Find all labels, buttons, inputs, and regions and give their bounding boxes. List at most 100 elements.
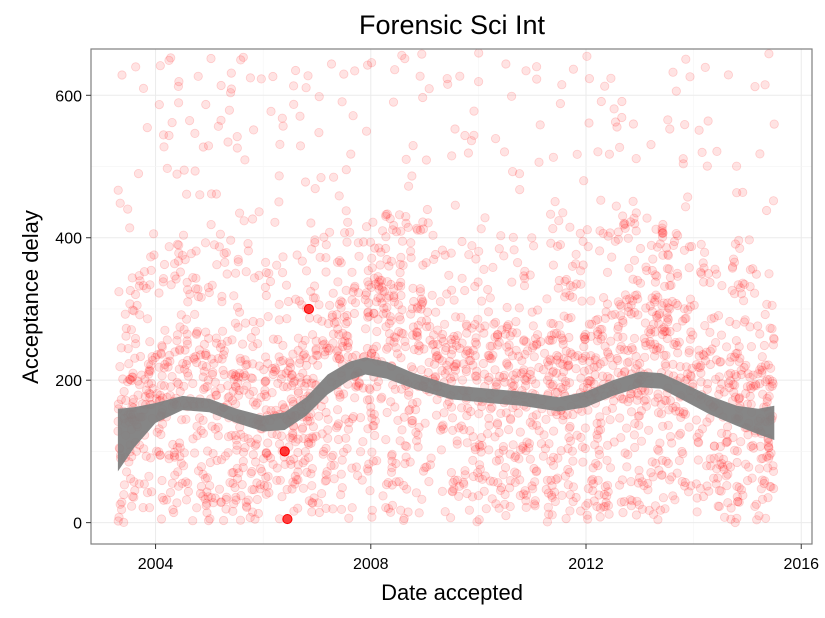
data-point bbox=[722, 422, 733, 432]
data-point bbox=[665, 326, 675, 337]
data-point bbox=[688, 330, 698, 340]
data-point bbox=[564, 360, 574, 370]
data-point bbox=[750, 82, 760, 92]
data-point bbox=[381, 434, 391, 445]
data-point bbox=[673, 348, 683, 358]
data-point bbox=[501, 59, 511, 69]
data-point bbox=[682, 374, 692, 384]
data-point bbox=[166, 382, 176, 392]
data-point bbox=[223, 381, 233, 391]
data-point bbox=[421, 322, 432, 332]
data-point bbox=[671, 298, 681, 309]
data-point bbox=[333, 277, 343, 287]
data-point bbox=[667, 296, 677, 307]
data-point bbox=[551, 474, 561, 485]
data-point bbox=[730, 392, 741, 402]
data-point bbox=[337, 297, 347, 307]
data-point bbox=[684, 345, 695, 355]
data-point bbox=[548, 366, 559, 376]
data-point bbox=[699, 351, 709, 361]
data-point bbox=[157, 342, 167, 352]
data-point bbox=[209, 358, 219, 368]
data-point bbox=[632, 290, 642, 300]
data-point bbox=[366, 348, 377, 358]
data-point bbox=[483, 375, 493, 385]
data-point bbox=[336, 490, 346, 500]
data-point bbox=[240, 155, 250, 165]
data-point bbox=[568, 292, 578, 302]
data-point bbox=[457, 236, 467, 247]
data-point bbox=[407, 303, 417, 314]
data-point bbox=[393, 415, 403, 425]
data-point bbox=[261, 290, 271, 301]
data-point bbox=[697, 147, 707, 157]
data-point bbox=[557, 490, 567, 500]
data-point bbox=[525, 417, 535, 427]
data-point bbox=[484, 445, 494, 455]
data-point bbox=[298, 350, 308, 360]
data-point bbox=[375, 293, 386, 303]
data-point bbox=[199, 366, 209, 376]
data-point bbox=[475, 442, 485, 452]
data-point bbox=[252, 478, 262, 488]
data-point bbox=[563, 443, 573, 454]
data-point bbox=[492, 330, 503, 340]
data-point bbox=[294, 296, 304, 306]
data-point bbox=[378, 491, 388, 501]
data-point bbox=[600, 501, 611, 511]
data-point bbox=[673, 271, 683, 281]
data-point bbox=[624, 294, 635, 304]
data-point bbox=[241, 497, 251, 507]
data-point bbox=[484, 420, 494, 430]
data-point bbox=[658, 250, 668, 260]
data-point bbox=[201, 348, 211, 359]
data-point bbox=[610, 236, 620, 246]
data-point bbox=[333, 419, 344, 429]
data-point bbox=[680, 202, 691, 212]
data-point bbox=[664, 264, 674, 274]
chart-title: Forensic Sci Int bbox=[359, 10, 546, 40]
data-point bbox=[213, 422, 223, 432]
data-point bbox=[432, 339, 443, 349]
data-point bbox=[412, 225, 422, 235]
data-point bbox=[679, 304, 689, 314]
data-point bbox=[300, 177, 311, 187]
data-point bbox=[162, 357, 172, 367]
data-point bbox=[339, 312, 349, 322]
data-point bbox=[288, 81, 299, 91]
data-point bbox=[142, 123, 152, 133]
data-point bbox=[634, 411, 645, 421]
data-point bbox=[709, 453, 719, 463]
data-point bbox=[294, 358, 305, 368]
data-point bbox=[474, 440, 484, 450]
data-point bbox=[255, 317, 265, 328]
data-point bbox=[262, 481, 273, 491]
data-point bbox=[527, 375, 537, 385]
data-point bbox=[576, 373, 586, 383]
data-point bbox=[585, 356, 595, 366]
data-point bbox=[658, 228, 668, 238]
data-point bbox=[413, 430, 423, 440]
data-point bbox=[400, 440, 410, 451]
data-point bbox=[477, 440, 487, 451]
data-point bbox=[518, 441, 528, 451]
data-point bbox=[216, 80, 226, 91]
data-point bbox=[555, 330, 566, 340]
data-point bbox=[730, 517, 740, 528]
data-point bbox=[522, 437, 532, 447]
data-point bbox=[178, 230, 189, 240]
data-point bbox=[514, 454, 524, 464]
data-point bbox=[138, 83, 149, 94]
data-point bbox=[462, 438, 472, 448]
data-point bbox=[334, 299, 344, 309]
data-point bbox=[282, 484, 292, 495]
data-point bbox=[430, 346, 441, 357]
data-point bbox=[580, 334, 590, 344]
data-point bbox=[728, 254, 739, 264]
data-point bbox=[695, 267, 706, 277]
data-point bbox=[263, 450, 273, 461]
data-point bbox=[625, 393, 635, 403]
data-point bbox=[223, 393, 233, 403]
data-point bbox=[484, 413, 494, 423]
data-point bbox=[343, 331, 353, 341]
